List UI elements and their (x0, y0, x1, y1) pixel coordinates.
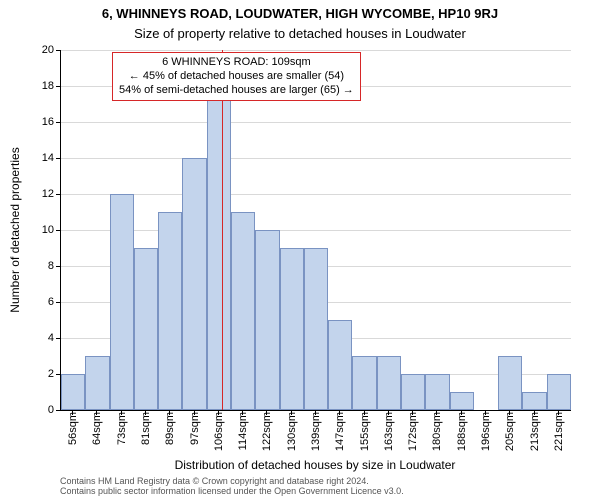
annotation-line-1: 6 WHINNEYS ROAD: 109sqm (119, 56, 354, 70)
reference-line (222, 50, 223, 410)
y-tick: 2 (48, 368, 60, 380)
histogram-bar (547, 374, 571, 410)
x-tick: 213sqm (527, 412, 541, 451)
y-tick: 8 (48, 260, 60, 272)
annotation-box: 6 WHINNEYS ROAD: 109sqm ← 45% of detache… (112, 52, 361, 101)
annotation-line-2: ← 45% of detached houses are smaller (54… (119, 70, 354, 84)
x-axis-label: Distribution of detached houses by size … (60, 458, 570, 472)
x-tick: 163sqm (381, 412, 395, 451)
footnote-line-1: Contains HM Land Registry data © Crown c… (60, 476, 580, 486)
x-tick: 180sqm (429, 412, 443, 451)
histogram-bar (134, 248, 158, 410)
histogram-bar (85, 356, 109, 410)
x-tick: 122sqm (259, 412, 273, 451)
histogram-bar (522, 392, 546, 410)
histogram-bar (352, 356, 376, 410)
y-tick: 10 (42, 224, 60, 236)
histogram-bar (328, 320, 352, 410)
chart-title: 6, WHINNEYS ROAD, LOUDWATER, HIGH WYCOMB… (0, 6, 600, 21)
histogram-bar (110, 194, 134, 410)
y-tick: 16 (42, 116, 60, 128)
histogram-bar (231, 212, 255, 410)
x-tick: 64sqm (89, 412, 103, 445)
y-tick: 6 (48, 296, 60, 308)
y-tick: 4 (48, 332, 60, 344)
histogram-bar (182, 158, 206, 410)
x-tick: 188sqm (454, 412, 468, 451)
histogram-bar (207, 86, 231, 410)
histogram-bar (377, 356, 401, 410)
x-tick: 97sqm (187, 412, 201, 445)
x-tick: 139sqm (308, 412, 322, 451)
y-tick: 18 (42, 80, 60, 92)
y-tick: 20 (42, 44, 60, 56)
footnote: Contains HM Land Registry data © Crown c… (60, 476, 580, 497)
histogram-bar (158, 212, 182, 410)
chart-subtitle: Size of property relative to detached ho… (0, 26, 600, 41)
histogram-bar (425, 374, 449, 410)
x-tick: 172sqm (405, 412, 419, 451)
histogram-bar (498, 356, 522, 410)
footnote-line-2: Contains public sector information licen… (60, 486, 580, 496)
x-tick: 73sqm (114, 412, 128, 445)
x-tick: 56sqm (65, 412, 79, 445)
annotation-line-3: 54% of semi-detached houses are larger (… (119, 84, 354, 98)
y-tick: 14 (42, 152, 60, 164)
x-tick: 205sqm (502, 412, 516, 451)
x-tick: 147sqm (332, 412, 346, 451)
y-tick: 0 (48, 404, 60, 416)
x-tick: 81sqm (138, 412, 152, 445)
histogram-bar (401, 374, 425, 410)
histogram-bar (450, 392, 474, 410)
x-tick: 106sqm (211, 412, 225, 451)
x-tick: 196sqm (478, 412, 492, 451)
y-axis-ticks: 02468101214161820 (0, 50, 60, 410)
histogram-bar (255, 230, 279, 410)
histogram-bar (304, 248, 328, 410)
x-tick: 89sqm (162, 412, 176, 445)
x-tick: 221sqm (551, 412, 565, 451)
x-tick: 114sqm (235, 412, 249, 450)
y-tick: 12 (42, 188, 60, 200)
x-tick: 130sqm (284, 412, 298, 451)
chart-container: 6, WHINNEYS ROAD, LOUDWATER, HIGH WYCOMB… (0, 0, 600, 500)
plot-area: 6 WHINNEYS ROAD: 109sqm ← 45% of detache… (60, 50, 571, 411)
x-tick: 155sqm (357, 412, 371, 451)
histogram-bar (61, 374, 85, 410)
histogram-bar (280, 248, 304, 410)
